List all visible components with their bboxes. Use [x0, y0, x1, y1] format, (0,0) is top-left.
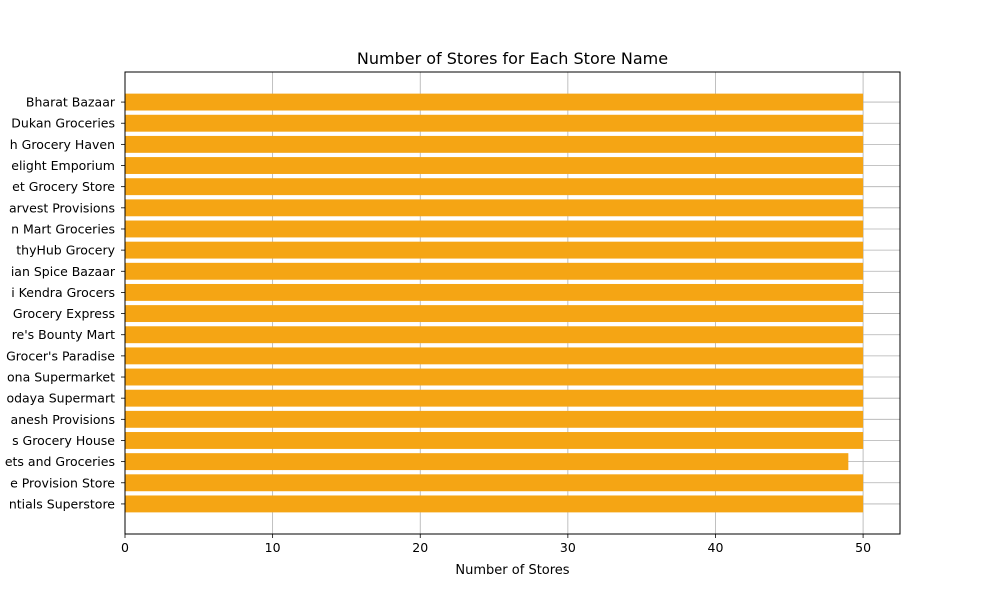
bar	[125, 241, 864, 259]
bar	[125, 432, 864, 449]
y-tick-label: i Kendra Grocers	[11, 285, 115, 300]
x-axis-ticks: 0 10 20 30 40 50	[121, 534, 871, 555]
bar	[125, 453, 849, 471]
bar	[125, 157, 864, 174]
bar	[125, 326, 864, 344]
x-tick-label: 20	[412, 540, 428, 555]
y-tick-label: elight Emporium	[11, 158, 115, 173]
y-tick-label: odaya Supermart	[6, 391, 115, 406]
x-tick-label: 10	[265, 540, 281, 555]
y-tick-label: Grocery Express	[13, 306, 115, 321]
y-tick-label: et Grocery Store	[12, 179, 115, 194]
bar	[125, 305, 864, 323]
bar	[125, 135, 864, 153]
bar	[125, 178, 864, 196]
bar	[125, 283, 864, 301]
bars	[125, 93, 864, 513]
y-tick-label: Dukan Groceries	[11, 116, 115, 131]
x-tick-label: 50	[855, 540, 871, 555]
bar	[125, 220, 864, 238]
x-axis-label: Number of Stores	[455, 563, 569, 578]
bar	[125, 262, 864, 280]
y-tick-label: h Grocery Haven	[10, 137, 115, 152]
y-tick-label: re's Bounty Mart	[12, 327, 115, 342]
y-tick-label: e Provision Store	[10, 475, 115, 490]
y-tick-label: Bharat Bazaar	[26, 95, 116, 110]
y-tick-label: n Mart Groceries	[11, 221, 115, 236]
x-tick-label: 30	[560, 540, 576, 555]
y-tick-label: arvest Provisions	[9, 200, 115, 215]
y-axis-ticks: Bharat Bazaar Dukan Groceries h Grocery Ha…	[5, 95, 125, 511]
bar	[125, 389, 864, 407]
bar	[125, 474, 864, 492]
plot-frame	[124, 71, 901, 535]
bar	[125, 114, 864, 132]
x-tick-label: 0	[121, 540, 129, 555]
y-tick-label: ntials Superstore	[9, 496, 115, 511]
y-tick-label: anesh Provisions	[11, 412, 115, 427]
y-tick-label: Grocer's Paradise	[6, 348, 115, 363]
bar	[125, 199, 864, 217]
y-tick-label: thyHub Grocery	[16, 243, 115, 258]
x-tick-label: 40	[708, 540, 724, 555]
bar	[125, 93, 864, 111]
bar	[125, 347, 864, 365]
y-tick-label: s Grocery House	[12, 433, 115, 448]
chart-title: Number of Stores for Each Store Name	[357, 49, 668, 68]
bar	[125, 410, 864, 428]
bar	[125, 495, 864, 513]
y-tick-label: ona Supermarket	[7, 370, 115, 385]
bar	[125, 368, 864, 386]
y-tick-label: ets and Groceries	[5, 454, 115, 469]
y-tick-label: ian Spice Bazaar	[11, 264, 116, 279]
